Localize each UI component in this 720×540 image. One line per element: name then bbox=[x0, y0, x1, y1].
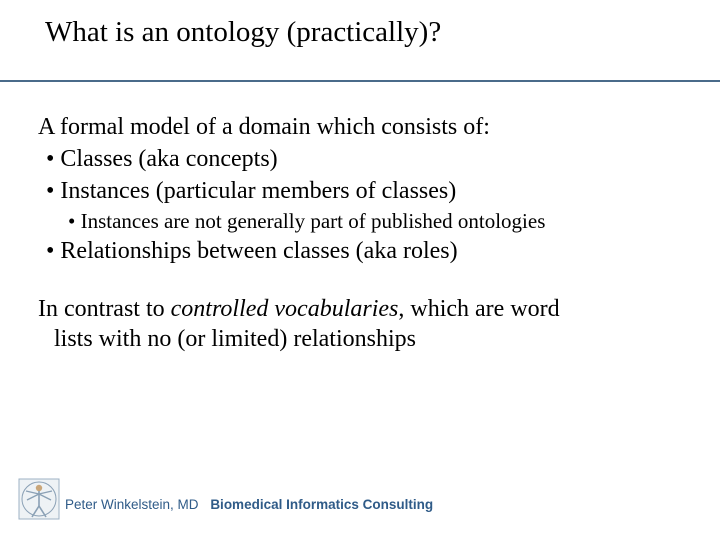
contrast-pre: In contrast to bbox=[38, 296, 171, 322]
intro-line: A formal model of a domain which consist… bbox=[38, 112, 680, 142]
footer-org: Biomedical Informatics Consulting bbox=[210, 497, 433, 512]
contrast-em: controlled vocabularies bbox=[171, 296, 399, 322]
title-divider bbox=[0, 80, 720, 82]
subbullet-instances-note: Instances are not generally part of publ… bbox=[38, 208, 680, 234]
slide-body: A formal model of a domain which consist… bbox=[38, 112, 680, 354]
vitruvian-logo-icon bbox=[18, 478, 60, 520]
bullet-relationships: Relationships between classes (aka roles… bbox=[38, 236, 680, 266]
contrast-paragraph: In contrast to controlled vocabularies, … bbox=[38, 294, 680, 354]
slide: What is an ontology (practically)? A for… bbox=[0, 0, 720, 540]
contrast-post: , which are word bbox=[398, 296, 559, 322]
slide-title: What is an ontology (practically)? bbox=[45, 16, 441, 49]
contrast-line2: lists with no (or limited) relationships bbox=[38, 324, 680, 354]
bullet-instances: Instances (particular members of classes… bbox=[38, 176, 680, 206]
footer-author: Peter Winkelstein, MD bbox=[65, 497, 199, 512]
bullet-classes: Classes (aka concepts) bbox=[38, 144, 680, 174]
footer: Peter Winkelstein, MD Biomedical Informa… bbox=[65, 497, 433, 512]
